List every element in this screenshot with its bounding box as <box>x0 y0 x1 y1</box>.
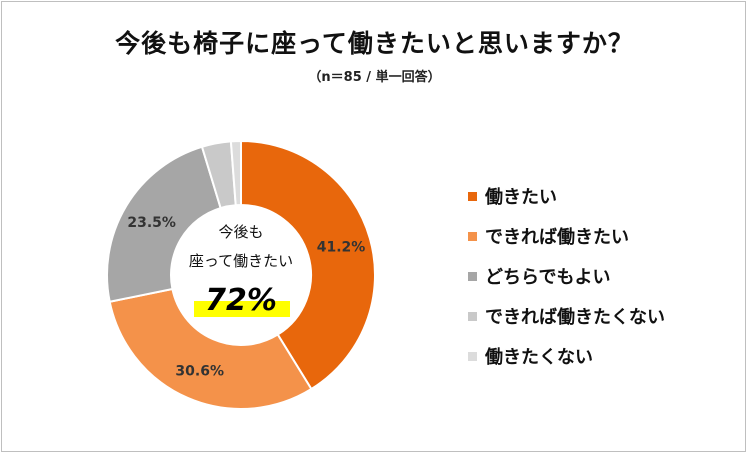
slice-data-label: 23.5% <box>127 215 176 231</box>
legend-label: 働きたい <box>485 187 557 208</box>
legend-swatch <box>468 351 477 361</box>
legend-label: どちらでもよい <box>485 267 611 288</box>
legend-swatch <box>468 191 477 201</box>
center-annotation: 今後も 座って働きたい 72% <box>189 223 293 318</box>
legend-item: できれば働きたい <box>468 216 665 256</box>
donut-slice <box>240 139 376 391</box>
center-line1: 今後も <box>218 223 263 241</box>
donut-slice <box>106 145 222 303</box>
legend-label: できれば働きたくない <box>485 307 665 328</box>
center-line2: 座って働きたい <box>189 252 293 270</box>
legend: 働きたいできれば働きたい どちらでもよいできれば働きたくない 働きたくない <box>468 176 665 376</box>
slice-data-label: 30.6% <box>175 363 224 379</box>
legend-swatch <box>468 271 477 281</box>
legend-item: 働きたくない <box>468 336 665 376</box>
slice-labels: 41.2% 30.6% 23.5% <box>127 215 365 380</box>
legend-label: できれば働きたい <box>485 227 629 248</box>
legend-item: できれば働きたくない <box>468 296 665 336</box>
legend-swatch <box>468 231 477 241</box>
donut-slice <box>108 287 313 410</box>
chart-title: 今後も椅子に座って働きたいと思いますか？ <box>115 29 634 58</box>
donut-slices <box>106 139 376 410</box>
donut-slice <box>229 139 242 207</box>
center-highlight-bar <box>194 301 290 317</box>
legend-item: 働きたい <box>468 176 665 216</box>
chart-subtitle: （n＝85 / 単一回答） <box>308 70 441 85</box>
center-value: 72% <box>205 283 277 318</box>
legend-item: どちらでもよい <box>468 256 665 296</box>
legend-swatch <box>468 311 477 321</box>
slice-data-label: 41.2% <box>317 240 366 256</box>
legend-label: 働きたくない <box>485 347 593 368</box>
